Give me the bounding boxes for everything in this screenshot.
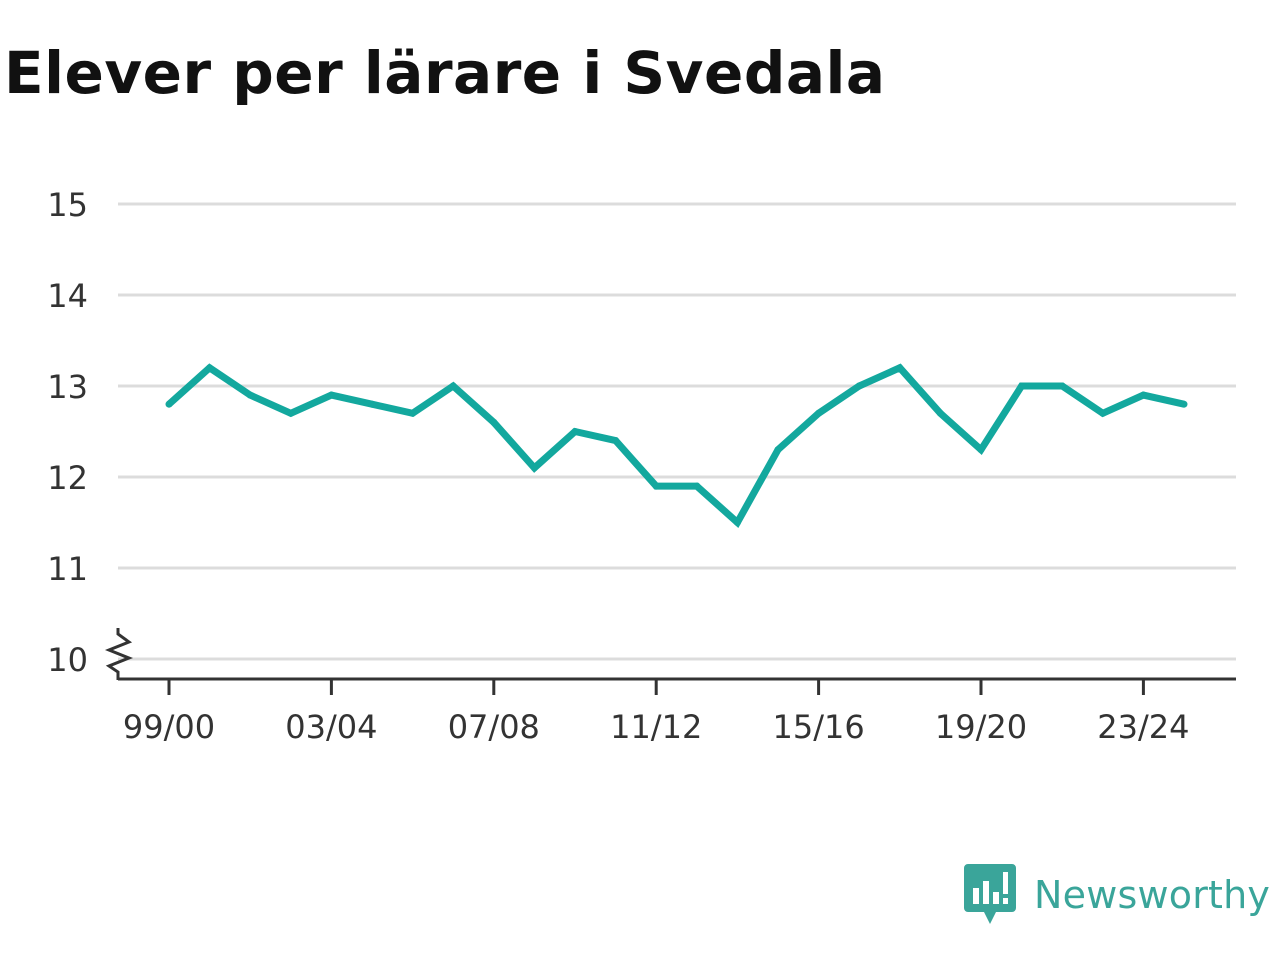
data-point-10-11 <box>612 437 620 445</box>
data-point-99-00 <box>165 400 173 408</box>
data-point-19-20 <box>977 446 985 454</box>
x-tick-label-19-20: 19/20 <box>935 708 1027 746</box>
data-point-21-22 <box>1058 382 1066 390</box>
y-tick-label-14: 14 <box>47 277 88 315</box>
data-point-24-25 <box>1180 400 1188 408</box>
chart-title: Elever per lärare i Svedala <box>4 39 886 107</box>
data-point-08-09 <box>530 464 538 472</box>
data-point-02-03 <box>287 409 295 417</box>
y-tick-label-11: 11 <box>47 550 88 588</box>
y-tick-label-12: 12 <box>47 459 88 497</box>
data-point-20-21 <box>1018 382 1026 390</box>
data-point-09-10 <box>571 428 579 435</box>
x-tick-label-03-04: 03/04 <box>285 708 377 746</box>
data-point-04-05 <box>368 400 376 408</box>
logo-text: Newsworthy <box>1034 873 1271 917</box>
data-point-14-15 <box>774 446 782 454</box>
x-tick-label-11-12: 11/12 <box>610 708 702 746</box>
data-point-05-06 <box>409 409 417 417</box>
y-tick-label-10: 10 <box>47 641 88 679</box>
data-point-15-16 <box>815 409 823 417</box>
data-point-03-04 <box>327 391 335 399</box>
x-tick-label-15-16: 15/16 <box>772 708 864 746</box>
data-point-23-24 <box>1139 391 1147 399</box>
data-point-00-01 <box>206 364 214 372</box>
data-point-06-07 <box>449 382 457 390</box>
series-line-0 <box>166 363 1185 529</box>
data-point-11-12 <box>652 482 660 490</box>
data-point-07-08 <box>490 418 498 426</box>
data-point-17-18 <box>896 364 904 372</box>
y-tick-label-15: 15 <box>47 186 88 224</box>
data-point-13-14 <box>733 519 741 526</box>
data-point-16-17 <box>855 382 863 390</box>
data-point-01-02 <box>246 391 254 399</box>
x-tick-label-23-24: 23/24 <box>1097 708 1189 746</box>
data-point-18-19 <box>936 409 944 417</box>
x-tick-label-99-00: 99/00 <box>123 708 215 746</box>
y-axis-break <box>104 628 134 680</box>
data-point-12-13 <box>693 482 701 490</box>
newsworthy-logo-icon <box>964 864 1016 924</box>
newsworthy-logo: Newsworthy <box>964 864 1270 926</box>
x-tick-label-07-08: 07/08 <box>448 708 540 746</box>
y-tick-label-13: 13 <box>47 368 88 406</box>
data-point-22-23 <box>1099 409 1107 417</box>
